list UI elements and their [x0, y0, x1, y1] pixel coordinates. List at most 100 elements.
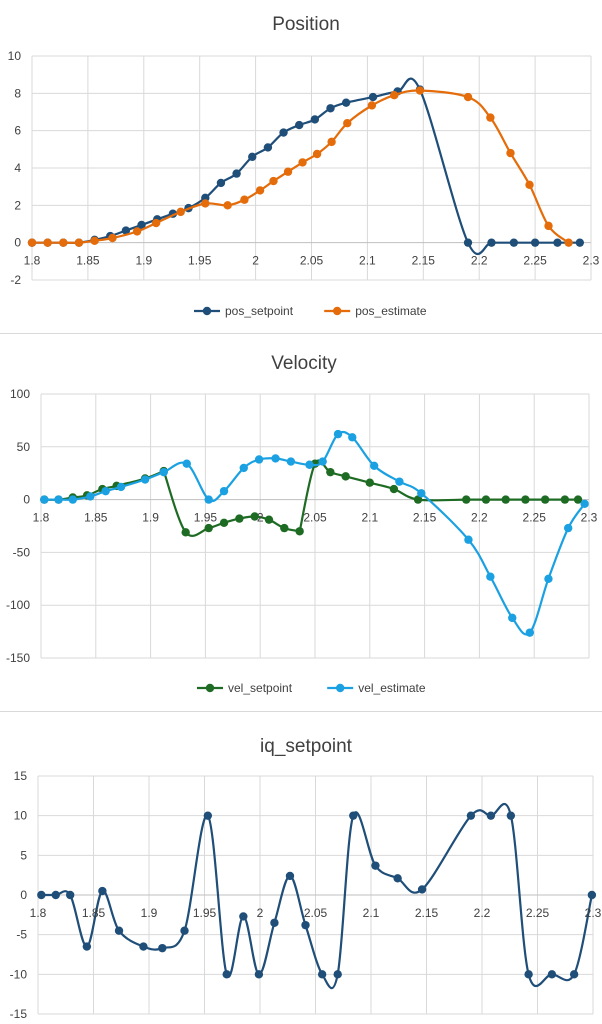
legend-marker-pos_estimate: [333, 306, 342, 316]
data-point-pos_setpoint: [368, 92, 378, 102]
data-point-pos_setpoint: [310, 115, 320, 124]
x-tick-label: 2.15: [413, 511, 437, 525]
data-point-pos_setpoint: [553, 238, 562, 247]
velocity-chart: Velocity -150 -100 -50 0 50 100 1.8 1.85 1.9 1.95…: [6, 353, 598, 695]
x-tick-label: 2.1: [361, 511, 378, 525]
data-point-pos_estimate: [108, 233, 117, 243]
data-point-pos_estimate: [327, 137, 336, 147]
legend-marker-pos_setpoint: [202, 306, 212, 316]
data-point-vel_setpoint: [573, 495, 583, 504]
data-point-vel_setpoint: [389, 484, 399, 494]
y-tick-label: -10: [10, 967, 28, 981]
data-point-iq_setpoint: [139, 942, 148, 951]
data-point-pos_setpoint: [341, 98, 351, 107]
data-point-pos_setpoint: [232, 169, 241, 178]
data-point-vel_estimate: [40, 495, 49, 504]
data-point-iq_setpoint: [180, 926, 189, 935]
y-tick-label: 100: [10, 387, 30, 401]
data-point-pos_setpoint: [248, 152, 257, 161]
chart-title: iq_setpoint: [260, 736, 353, 757]
data-point-pos_setpoint: [137, 220, 146, 230]
data-point-pos_estimate: [390, 91, 399, 100]
y-tick-label: 10: [8, 49, 22, 63]
data-point-vel_setpoint: [295, 527, 304, 536]
data-point-vel_estimate: [86, 492, 95, 501]
data-point-iq_setpoint: [506, 811, 516, 820]
y-tick-label: 50: [17, 440, 31, 454]
iq-setpoint-chart: iq_setpoint -15 -10 -5 0 5 10 15 1.8 1.85 1.9 1.95…: [10, 736, 602, 1021]
data-point-iq_setpoint: [203, 811, 213, 820]
x-tick-label: 2.1: [363, 906, 380, 920]
data-point-pos_setpoint: [509, 238, 519, 247]
data-point-iq_setpoint: [222, 970, 231, 979]
x-tick-label: 2.15: [412, 254, 436, 268]
data-point-pos_setpoint: [487, 238, 496, 247]
data-point-pos_estimate: [27, 238, 37, 247]
data-point-iq_setpoint: [466, 811, 476, 820]
data-point-iq_setpoint: [524, 970, 533, 979]
x-tick-label: 2.15: [415, 906, 439, 920]
x-tick-label: 2.2: [474, 906, 491, 920]
legend-label-vel_estimate: vel_estimate: [358, 681, 426, 695]
data-point-vel_estimate: [68, 495, 77, 504]
data-point-vel_estimate: [219, 486, 229, 496]
data-point-vel_estimate: [204, 495, 213, 504]
data-point-vel_estimate: [182, 459, 191, 468]
data-point-iq_setpoint: [587, 890, 597, 900]
data-point-iq_setpoint: [51, 890, 60, 900]
data-point-vel_estimate: [486, 572, 495, 581]
y-tick-label: 0: [23, 493, 30, 507]
x-tick-label: 2.05: [303, 511, 327, 525]
data-point-vel_estimate: [395, 477, 404, 486]
chart-separator-1: [0, 333, 602, 334]
y-tick-label: -150: [6, 651, 30, 665]
data-point-pos_estimate: [283, 167, 293, 176]
data-point-iq_setpoint: [371, 861, 380, 870]
data-point-iq_setpoint: [417, 885, 427, 894]
data-point-iq_setpoint: [393, 874, 402, 883]
x-tick-label: 2: [257, 906, 264, 920]
data-point-vel_setpoint: [264, 515, 274, 524]
data-point-iq_setpoint: [37, 890, 46, 900]
data-point-iq_setpoint: [158, 943, 167, 953]
data-point-pos_estimate: [176, 207, 185, 217]
data-point-vel_estimate: [525, 628, 535, 637]
data-point-vel_estimate: [305, 460, 314, 469]
data-point-vel_setpoint: [326, 467, 335, 477]
data-point-vel_setpoint: [462, 495, 471, 504]
x-tick-label: 2.25: [526, 906, 550, 920]
data-point-pos_setpoint: [530, 238, 540, 247]
x-tick-label: 2: [257, 511, 264, 525]
data-point-vel_setpoint: [181, 528, 190, 537]
x-tick-label: 2.25: [523, 254, 547, 268]
data-point-iq_setpoint: [547, 970, 557, 979]
data-point-pos_setpoint: [263, 143, 273, 152]
data-point-vel_estimate: [116, 482, 126, 492]
data-point-pos_setpoint: [121, 226, 131, 235]
data-point-iq_setpoint: [98, 886, 107, 896]
x-tick-label: 2.1: [359, 254, 376, 268]
x-tick-label: 1.95: [188, 254, 212, 268]
data-point-vel_setpoint: [250, 512, 259, 521]
data-point-vel_estimate: [54, 495, 63, 504]
y-tick-label: -15: [10, 1007, 28, 1021]
data-point-vel_setpoint: [365, 478, 374, 487]
data-point-iq_setpoint: [333, 970, 342, 979]
data-point-vel_estimate: [544, 574, 553, 583]
data-point-pos_estimate: [486, 113, 495, 122]
x-tick-label: 2.3: [581, 511, 598, 525]
y-tick-label: 2: [14, 198, 21, 212]
data-point-pos_setpoint: [295, 120, 304, 130]
data-point-pos_estimate: [223, 201, 232, 210]
data-point-vel_estimate: [239, 463, 248, 473]
x-tick-label: 2: [252, 254, 259, 268]
legend-marker-vel_setpoint: [205, 683, 215, 693]
data-point-pos_estimate: [74, 238, 84, 247]
chart-separator-2: [0, 711, 602, 712]
x-tick-label: 2.25: [523, 511, 547, 525]
data-point-vel_setpoint: [235, 514, 244, 523]
data-point-vel_estimate: [417, 489, 426, 498]
legend-label-pos_setpoint: pos_setpoint: [225, 304, 294, 318]
x-tick-label: 1.8: [30, 906, 47, 920]
